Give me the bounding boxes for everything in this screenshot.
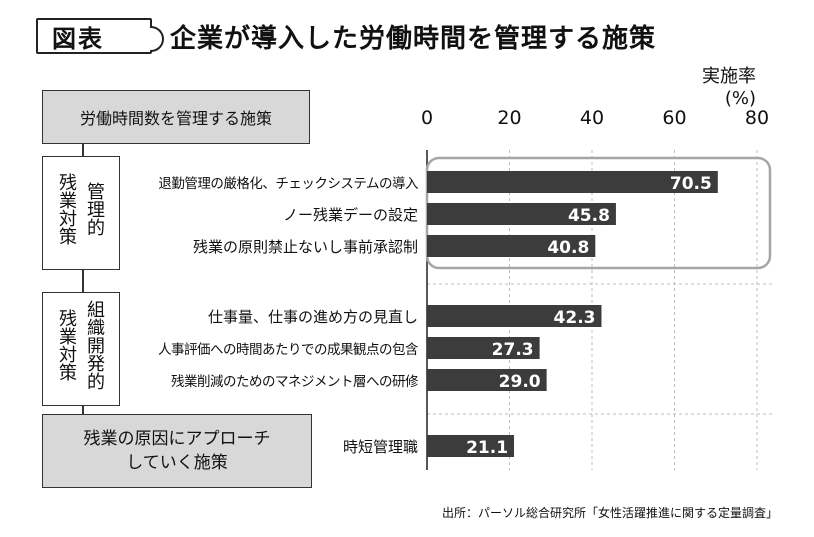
tick-label: 80 bbox=[745, 107, 769, 129]
header-box: 労働時間数を管理する施策 bbox=[42, 90, 310, 144]
data-label: 27.3 bbox=[492, 340, 534, 360]
data-label: 42.3 bbox=[554, 308, 596, 328]
vertical-char: 業 bbox=[59, 327, 77, 348]
bar bbox=[427, 305, 602, 327]
vertical-char: 的 bbox=[87, 218, 105, 239]
category-label: 退勤管理の厳格化、チェックシステムの導入 bbox=[158, 176, 418, 192]
bar bbox=[427, 337, 540, 359]
vertical-char: 策 bbox=[59, 227, 77, 248]
bar bbox=[427, 203, 616, 225]
connector-line bbox=[82, 270, 84, 292]
approach-box-line2: していく施策 bbox=[126, 453, 228, 473]
vertical-char: 理 bbox=[87, 200, 105, 221]
category-label: 人事評価への時間あたりでの成果観点の包含 bbox=[158, 342, 419, 358]
data-label: 21.1 bbox=[466, 438, 508, 458]
group-box-organization bbox=[42, 292, 120, 406]
data-label: 45.8 bbox=[568, 206, 610, 226]
group-label-soshiki: 組織開発的 bbox=[86, 302, 106, 392]
category-label: 残業削減のためのマネジメント層への研修 bbox=[171, 374, 419, 390]
connector-line bbox=[82, 406, 84, 414]
vertical-char: 的 bbox=[87, 372, 105, 393]
vertical-char: 残 bbox=[59, 173, 77, 194]
data-label: 70.5 bbox=[670, 174, 712, 194]
vertical-char: 業 bbox=[59, 191, 77, 212]
category-label: 時短管理職 bbox=[342, 438, 418, 456]
vertical-char: 組 bbox=[87, 300, 105, 321]
vertical-char: 残 bbox=[59, 309, 77, 330]
unit-label-line2: (%) bbox=[724, 88, 756, 109]
tick-label: 60 bbox=[662, 107, 686, 129]
figure-tag: 図表 bbox=[36, 18, 164, 54]
unit-label: 実施率 (%) bbox=[702, 66, 756, 110]
vertical-char: 開 bbox=[87, 336, 105, 357]
data-label: 40.8 bbox=[547, 238, 589, 258]
vertical-char: 対 bbox=[59, 209, 77, 230]
bar bbox=[427, 369, 547, 391]
vertical-char: 管 bbox=[87, 182, 105, 203]
tick-label: 20 bbox=[497, 107, 521, 129]
data-label: 29.0 bbox=[499, 372, 541, 392]
tick-label: 40 bbox=[580, 107, 604, 129]
bar bbox=[427, 171, 718, 193]
group-label-zangyo: 残業対策 bbox=[58, 311, 78, 383]
figure-tag-label: 図表 bbox=[52, 24, 104, 53]
category-label: ノー残業デーの設定 bbox=[282, 206, 418, 224]
source-note: 出所：パーソル総合研究所「女性活躍推進に関する定量調査」 bbox=[441, 506, 778, 520]
approach-box-line1: 残業の原因にアプローチ bbox=[83, 429, 271, 449]
bar bbox=[427, 435, 515, 457]
bar bbox=[427, 235, 596, 257]
tick-label: 0 bbox=[421, 107, 433, 129]
group-label-zangyo: 残業対策 bbox=[58, 175, 78, 247]
vertical-char: 策 bbox=[59, 363, 77, 384]
vertical-char: 発 bbox=[87, 354, 105, 375]
category-label: 仕事量、仕事の進め方の見直し bbox=[207, 308, 418, 326]
group-label-kanriteki: 管理的 bbox=[86, 184, 106, 238]
group-box-management bbox=[42, 156, 120, 270]
header-box-label: 労働時間数を管理する施策 bbox=[79, 109, 272, 128]
chart-title: 企業が導入した労働時間を管理する施策 bbox=[170, 24, 657, 54]
approach-box: 残業の原因にアプローチ していく施策 bbox=[42, 414, 312, 488]
connector-line bbox=[82, 144, 84, 156]
vertical-char: 織 bbox=[87, 318, 105, 339]
category-label: 残業の原則禁止ないし事前承認制 bbox=[192, 238, 418, 256]
vertical-char: 対 bbox=[59, 345, 77, 366]
unit-label-line1: 実施率 bbox=[702, 66, 756, 87]
